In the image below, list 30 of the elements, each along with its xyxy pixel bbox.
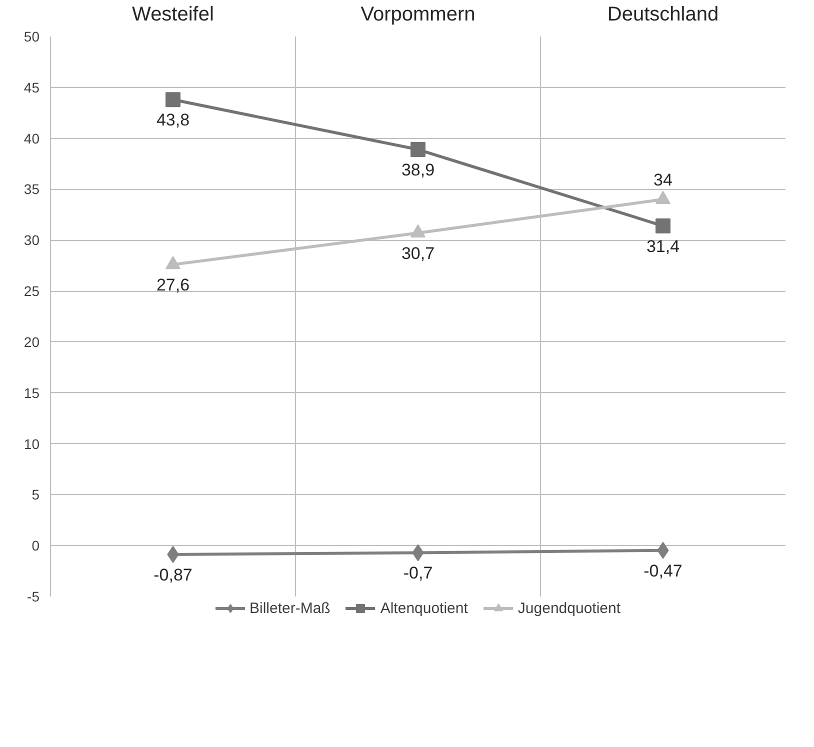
data-label: 30,7: [401, 244, 435, 264]
data-label: 43,8: [156, 110, 190, 130]
data-label: 31,4: [646, 236, 680, 256]
y-tick-label: 20: [24, 334, 40, 350]
y-tick-label: 40: [24, 130, 40, 146]
y-tick-label: 50: [24, 28, 40, 44]
y-tick-label: 45: [24, 79, 40, 96]
y-tick-label: 30: [24, 232, 40, 248]
data-label: 34: [654, 170, 672, 190]
y-tick-label: 35: [24, 181, 40, 198]
point: [410, 142, 426, 158]
point: [656, 218, 670, 234]
data-label: 27,6: [156, 276, 190, 295]
y-tick-label: -5: [27, 588, 40, 604]
legend-label: Altenquotient: [380, 600, 468, 616]
data-label: -0,7: [403, 564, 433, 583]
data-label: 38,9: [401, 160, 435, 180]
y-tick-label: 25: [24, 283, 40, 300]
data-label: -0,87: [154, 565, 192, 584]
data-label: -0,47: [644, 561, 682, 580]
x-tick-label: Vorpommern: [360, 4, 476, 26]
legend-label: Jugendquotient: [518, 600, 621, 616]
x-tick-label: Westeifel: [132, 4, 214, 26]
point: [166, 92, 180, 108]
y-tick-label: 10: [24, 436, 40, 452]
y-tick-label: 0: [32, 538, 40, 554]
y-tick-label: 5: [32, 486, 40, 503]
x-tick-label: Deutschland: [607, 4, 719, 26]
legend-label: Billeter-Maß: [249, 600, 330, 616]
y-tick-label: 15: [24, 384, 40, 401]
